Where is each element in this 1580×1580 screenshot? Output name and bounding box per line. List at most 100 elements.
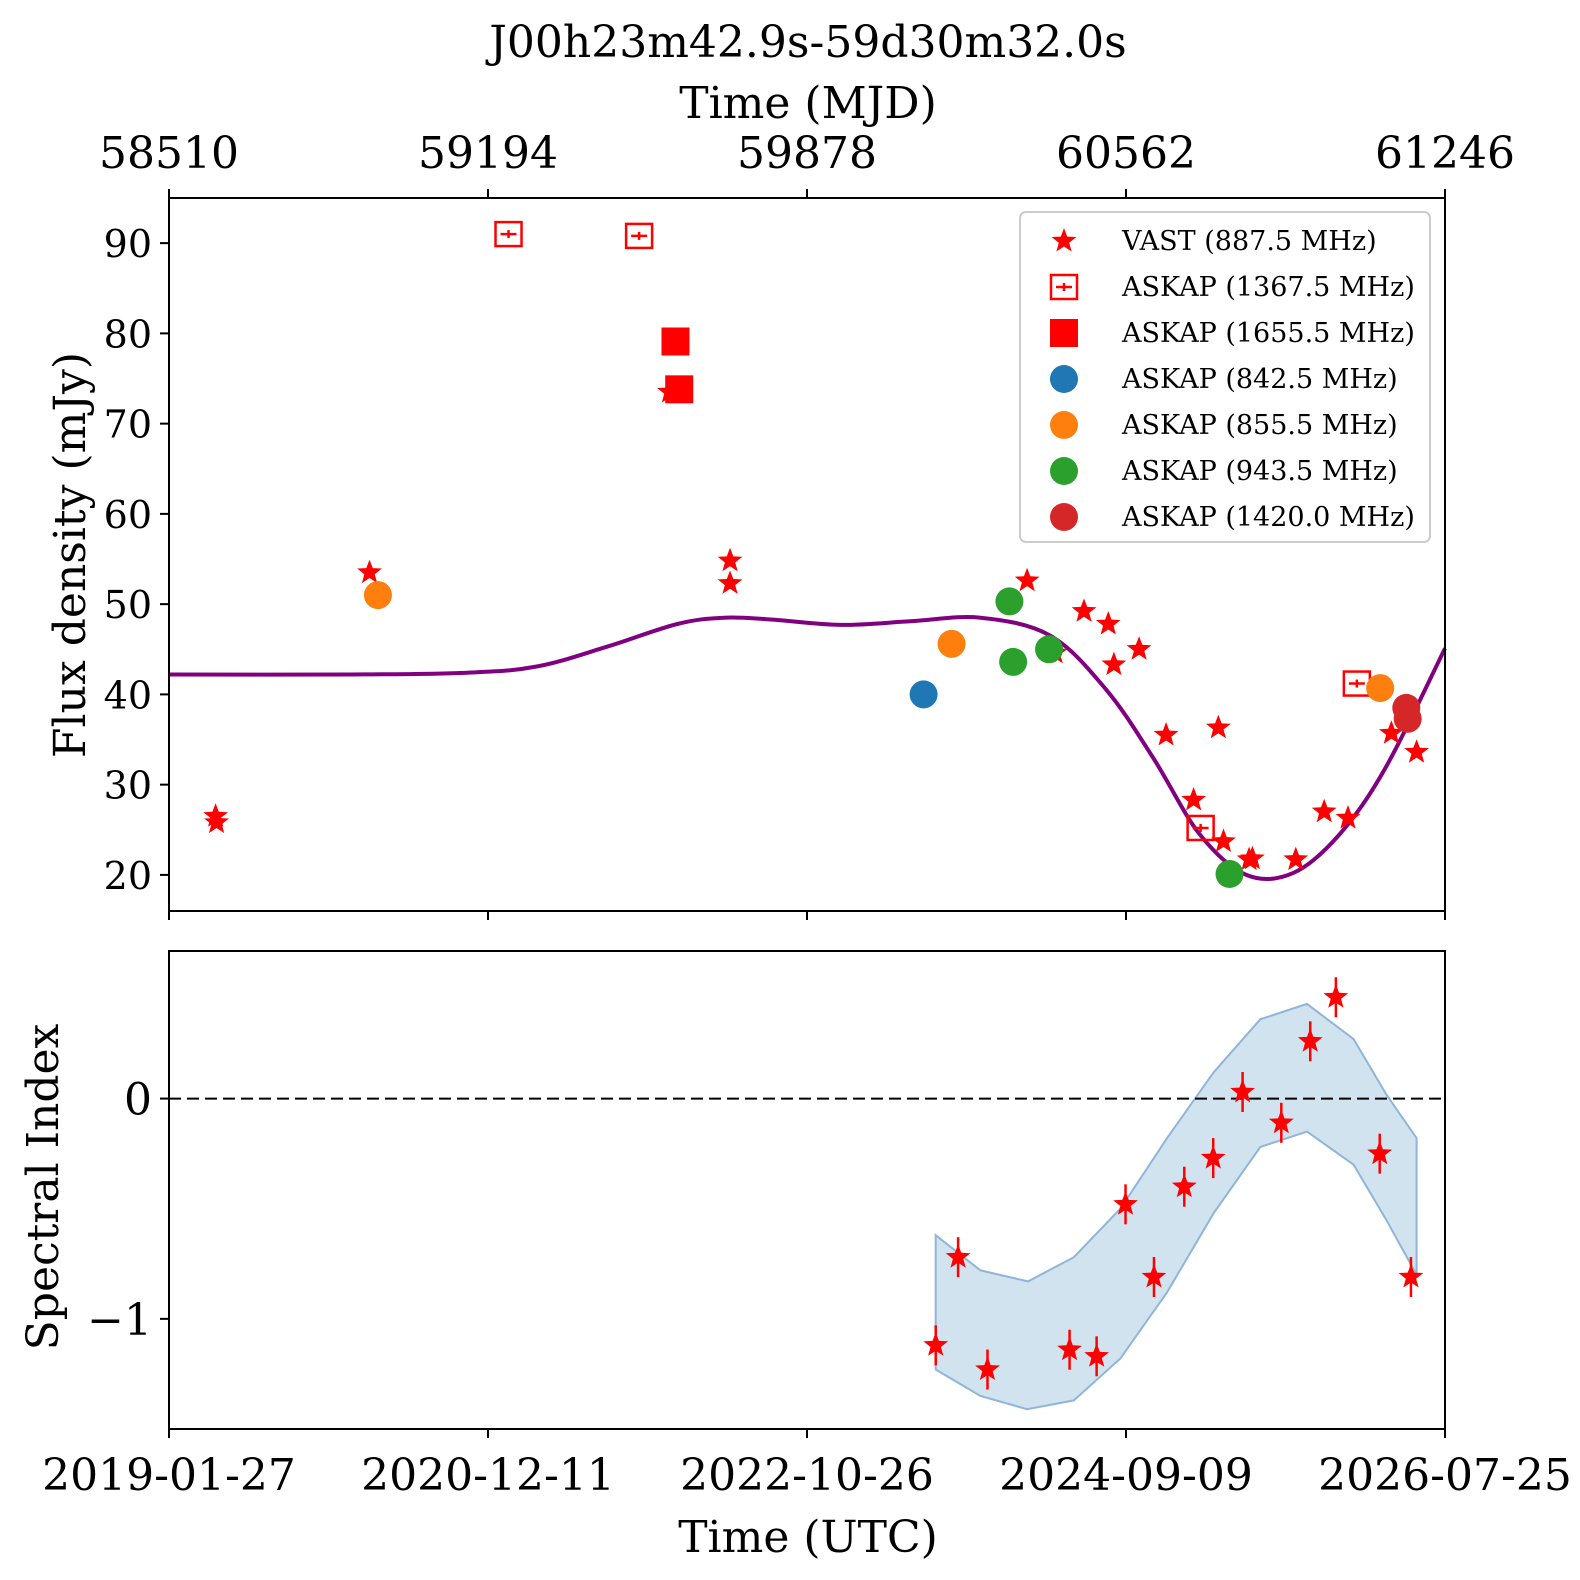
spectral-y-ticks: −1 0: [87, 1075, 169, 1346]
top-tick-label: 61246: [1375, 128, 1515, 179]
spectral-point: [1171, 1173, 1197, 1198]
legend-label: ASKAP (943.5 MHz): [1121, 456, 1398, 487]
flux-y-tick-label: 50: [104, 583, 152, 627]
bottom-tick-label: 2026-07-25: [1318, 1450, 1572, 1501]
legend-marker: [1049, 273, 1079, 301]
spectral-point: [1297, 1028, 1323, 1052]
flux-point-circle: [1366, 674, 1395, 703]
legend-marker: [1050, 319, 1078, 347]
spectral-index-points: [923, 977, 1424, 1390]
spectral-y-axis-label: Spectral Index: [18, 1023, 69, 1350]
spectral-point: [1268, 1109, 1294, 1134]
bottom-axis-label: Time (UTC): [678, 1512, 938, 1563]
model-curve: [168, 615, 1447, 881]
spectral-y-tick-label: −1: [87, 1295, 152, 1346]
flux-point-star: [204, 809, 229, 834]
top-axis-ticks: 58510 59194 59878 60562 61246: [99, 128, 1515, 198]
flux-y-tick-label: 30: [104, 764, 152, 808]
flux-point-star: [1335, 805, 1361, 829]
flux-point-open-square: [1186, 814, 1215, 842]
flux-point-star: [1153, 722, 1179, 746]
flux-panel: Flux density (mJy) 20 30 40 50 60 70 80 90 VAST…: [45, 197, 1447, 920]
spectral-point: [945, 1244, 971, 1268]
top-tick-label: 60562: [1056, 128, 1196, 179]
flux-point-circle: [937, 629, 966, 658]
flux-point-star: [1236, 846, 1262, 871]
flux-point-circle: [1035, 635, 1064, 664]
spectral-point: [1057, 1336, 1082, 1361]
legend-entry: ASKAP (1655.5 MHz): [1050, 318, 1415, 349]
flux-point-star: [1283, 846, 1309, 871]
flux-y-tick-label: 90: [104, 222, 152, 266]
flux-y-tick-label: 70: [104, 403, 152, 447]
flux-y-axis-label: Flux density (mJy): [45, 352, 96, 758]
spectral-point: [1323, 984, 1349, 1008]
legend-marker: [1050, 457, 1078, 485]
flux-point-star: [1181, 787, 1206, 811]
legend-entry: ASKAP (855.5 MHz): [1050, 410, 1398, 441]
spectral-point: [1113, 1191, 1138, 1215]
flux-point-circle: [909, 680, 938, 709]
open-square-outline: [624, 222, 654, 250]
spectral-point: [923, 1332, 949, 1356]
figure-title: J00h23m42.9s-59d30m32.0s: [485, 17, 1127, 68]
bottom-tick-label: 2024-09-09: [999, 1450, 1253, 1501]
bottom-axis-ticks: 2019-01-27 2020-12-11 2022-10-26 2024-09-09…: [42, 1429, 1572, 1501]
flux-point-filled-square: [665, 375, 694, 404]
spectral-y-tick-label: 0: [124, 1075, 152, 1126]
flux-point-open-square: [1342, 670, 1372, 697]
flux-x-ticks: [168, 911, 1446, 920]
top-tick-label: 59194: [418, 128, 558, 179]
spectral-index-band: [934, 1002, 1418, 1411]
bottom-tick-label: 2022-10-26: [680, 1450, 934, 1501]
legend: VAST (887.5 MHz) ASKAP (1367.5 MHz) ASKAP …: [1019, 211, 1431, 543]
flux-point-star: [1311, 798, 1337, 823]
top-tick-label: 59878: [737, 128, 877, 179]
legend-box: [1019, 211, 1431, 543]
legend-marker: [1050, 503, 1078, 531]
flux-y-tick-label: 80: [104, 312, 152, 356]
legend-entry: ASKAP (1367.5 MHz): [1049, 272, 1415, 303]
spectral-point: [1230, 1079, 1255, 1103]
flux-point-star: [1126, 636, 1152, 660]
legend-entry: VAST (887.5 MHz): [1051, 226, 1377, 257]
flux-point-circle: [363, 581, 392, 610]
spectral-axes-frame: [168, 950, 1446, 1430]
legend-marker: [1051, 228, 1077, 252]
legend-marker: [1050, 365, 1078, 393]
legend-label: ASKAP (1655.5 MHz): [1121, 318, 1415, 349]
spectral-point: [1084, 1343, 1109, 1367]
flux-point-circle: [1215, 859, 1244, 888]
bottom-tick-label: 2019-01-27: [42, 1450, 296, 1501]
spectral-point: [975, 1356, 1000, 1380]
legend-label: ASKAP (842.5 MHz): [1121, 364, 1398, 395]
spectral-point: [1141, 1264, 1167, 1288]
flux-y-tick-label: 20: [104, 854, 152, 898]
open-square-outline: [1186, 814, 1215, 842]
top-tick-label: 58510: [99, 128, 239, 179]
flux-point-star: [1095, 611, 1121, 635]
flux-point-open-square: [494, 220, 523, 248]
flux-point-star: [1101, 651, 1127, 676]
flux-point-star: [357, 559, 382, 584]
legend-label: ASKAP (1367.5 MHz): [1121, 272, 1415, 303]
legend-items: VAST (887.5 MHz) ASKAP (1367.5 MHz) ASKAP …: [1049, 226, 1415, 533]
bottom-tick-label: 2020-12-11: [361, 1450, 615, 1501]
flux-point-star: [1206, 714, 1231, 739]
spectral-index-panel: Spectral Index −10 2019-01-27 2020-12-11 2…: [18, 950, 1572, 1501]
flux-data-points: [203, 220, 1429, 888]
spectral-point: [1200, 1145, 1226, 1169]
flux-point-circle: [999, 647, 1028, 676]
open-square-outline: [494, 220, 523, 248]
flux-point-star: [1211, 828, 1236, 852]
flux-point-star: [1071, 598, 1097, 622]
flux-y-tick-label: 40: [104, 673, 152, 717]
flux-point-filled-square: [661, 327, 690, 356]
legend-entry: ASKAP (842.5 MHz): [1050, 364, 1398, 395]
flux-point-circle: [1393, 704, 1422, 733]
legend-entry: ASKAP (943.5 MHz): [1050, 456, 1398, 487]
legend-entry: ASKAP (1420.0 MHz): [1050, 502, 1415, 533]
legend-label: ASKAP (855.5 MHz): [1121, 410, 1398, 441]
spectral-point: [1398, 1264, 1424, 1288]
